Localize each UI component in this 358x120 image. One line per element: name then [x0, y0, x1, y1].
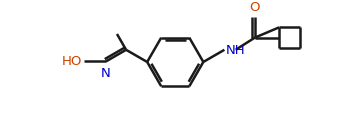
Text: O: O	[250, 1, 260, 14]
Text: NH: NH	[225, 44, 245, 57]
Text: N: N	[100, 67, 110, 80]
Text: HO: HO	[62, 55, 82, 68]
